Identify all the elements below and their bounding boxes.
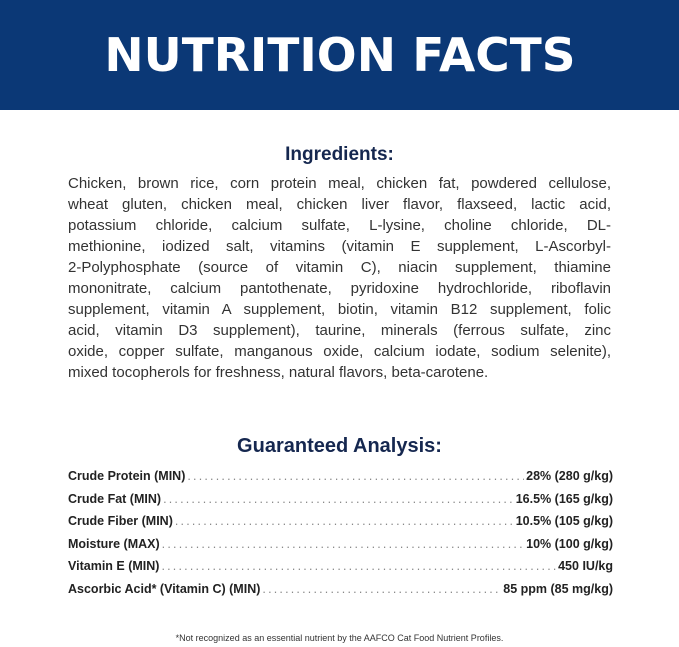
analysis-value: 10% (100 g/kg) (526, 536, 613, 551)
dot-leader (187, 469, 524, 483)
analysis-table: Crude Protein (MIN) 28% (280 g/kg) Crude … (68, 469, 613, 605)
ingredients-line: methionine, iodized salt, vitamins (vita… (68, 238, 611, 255)
analysis-heading: Guaranteed Analysis: (237, 435, 442, 457)
dot-leader (161, 559, 556, 573)
analysis-value: 85 ppm (85 mg/kg) (503, 581, 613, 596)
analysis-value: 10.5% (105 g/kg) (515, 514, 613, 529)
analysis-value: 450 IU/kg (558, 559, 613, 574)
ingredients-text: Chicken, brown rice, corn protein meal, … (68, 173, 611, 383)
ingredients-line: potassium chloride, calcium sulfate, L-l… (68, 217, 611, 234)
analysis-value: 28% (280 g/kg) (526, 469, 613, 483)
analysis-label: Crude Protein (MIN) (68, 469, 186, 483)
analysis-label: Ascorbic Acid* (Vitamin C) (MIN) (68, 581, 261, 596)
analysis-label: Vitamin E (MIN) (68, 559, 160, 574)
analysis-row: Crude Fat (MIN) 16.5% (165 g/kg) (68, 492, 613, 515)
ingredients-line: acid, vitamin D3 supplement), taurine, m… (68, 322, 611, 339)
analysis-label: Moisture (MAX) (68, 536, 160, 551)
analysis-row: Moisture (MAX) 10% (100 g/kg) (68, 537, 613, 560)
analysis-row: Crude Protein (MIN) 28% (280 g/kg) (68, 469, 613, 492)
header-banner: NUTRITION FACTS (0, 0, 679, 110)
analysis-row: Ascorbic Acid* (Vitamin C) (MIN) 85 ppm (… (68, 582, 613, 605)
analysis-row: Vitamin E (MIN) 450 IU/kg (68, 559, 613, 582)
ingredients-line: oxide, copper sulfate, manganous oxide, … (68, 343, 611, 360)
dot-leader (163, 492, 514, 506)
ingredients-heading: Ingredients: (285, 144, 394, 165)
analysis-label: Crude Fat (MIN) (68, 491, 162, 506)
ingredients-line: mixed tocopherols for freshness, natural… (68, 364, 489, 381)
page-title: NUTRITION FACTS (103, 28, 576, 82)
ingredients-line: Chicken, brown rice, corn protein meal, … (68, 175, 611, 192)
dot-leader (262, 582, 501, 596)
ingredients-line: supplement, vitamin A supplement, biotin… (68, 301, 611, 318)
footnote: *Not recognized as an essential nutrient… (175, 633, 504, 643)
dot-leader (162, 537, 524, 551)
analysis-label: Crude Fiber (MIN) (68, 514, 173, 529)
ingredients-line: mononitrate, calcium pantothenate, pyrid… (68, 280, 611, 297)
dot-leader (175, 514, 514, 528)
analysis-value: 16.5% (165 g/kg) (515, 491, 613, 506)
analysis-row: Crude Fiber (MIN) 10.5% (105 g/kg) (68, 514, 613, 537)
ingredients-line: wheat gluten, chicken meal, chicken live… (68, 196, 611, 213)
ingredients-line: 2-Polyphosphate (source of vitamin C), n… (68, 259, 611, 276)
